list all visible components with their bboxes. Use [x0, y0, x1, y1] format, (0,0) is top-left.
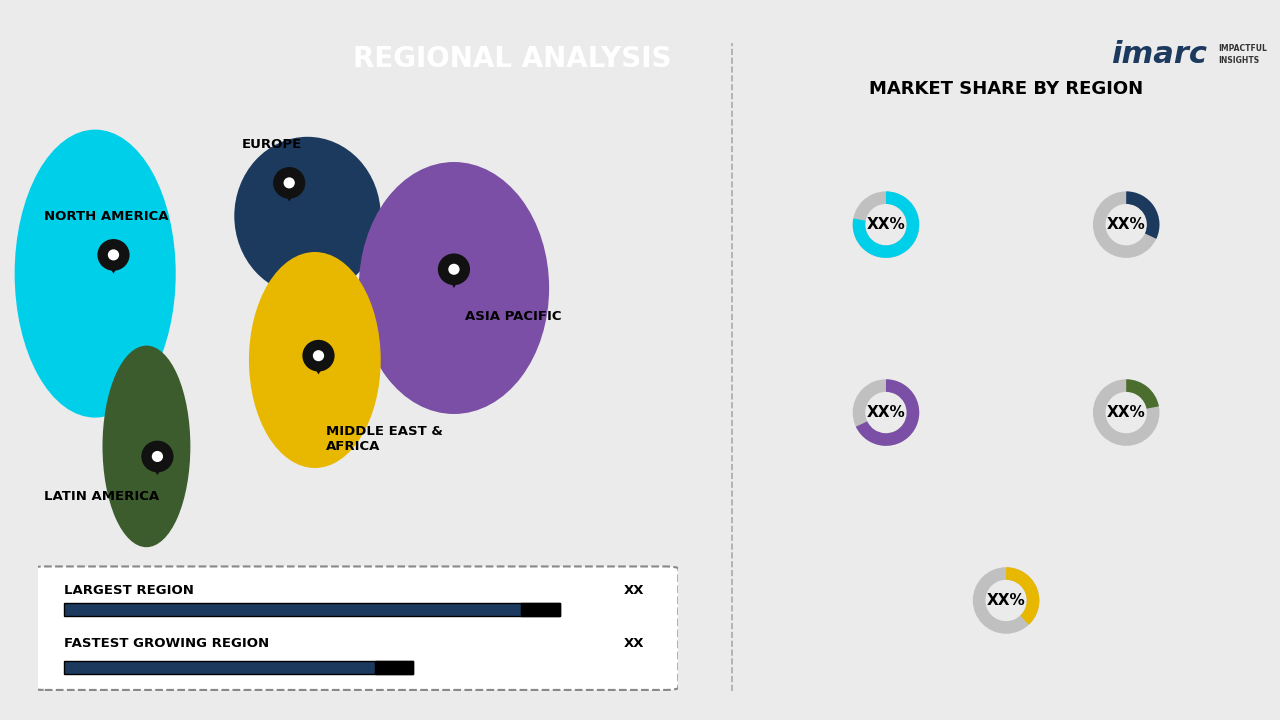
Wedge shape [852, 192, 919, 258]
FancyBboxPatch shape [64, 661, 413, 674]
Text: MIDDLE EAST &
AFRICA: MIDDLE EAST & AFRICA [326, 426, 443, 453]
Text: XX%: XX% [1107, 405, 1146, 420]
Circle shape [284, 177, 294, 189]
Circle shape [108, 249, 119, 261]
Polygon shape [102, 255, 124, 274]
Wedge shape [1093, 192, 1160, 258]
FancyBboxPatch shape [32, 567, 678, 690]
Circle shape [302, 340, 334, 372]
Circle shape [438, 253, 470, 285]
Text: NORTH AMERICA: NORTH AMERICA [44, 210, 169, 222]
FancyBboxPatch shape [375, 661, 413, 674]
FancyBboxPatch shape [521, 603, 559, 616]
Ellipse shape [14, 130, 175, 418]
Ellipse shape [358, 162, 549, 414]
Wedge shape [856, 379, 919, 446]
Circle shape [273, 167, 306, 199]
Text: FASTEST GROWING REGION: FASTEST GROWING REGION [64, 636, 269, 650]
Circle shape [448, 264, 460, 275]
Circle shape [97, 239, 129, 271]
Wedge shape [1126, 379, 1158, 409]
Circle shape [312, 350, 324, 361]
Text: LATIN AMERICA: LATIN AMERICA [44, 490, 159, 503]
Ellipse shape [102, 346, 191, 547]
Polygon shape [307, 356, 330, 374]
Polygon shape [278, 183, 301, 202]
Text: XX%: XX% [867, 217, 905, 232]
Polygon shape [443, 269, 465, 288]
Wedge shape [852, 379, 919, 446]
Text: IMPACTFUL
INSIGHTS: IMPACTFUL INSIGHTS [1219, 44, 1267, 65]
Text: MARKET SHARE BY REGION: MARKET SHARE BY REGION [869, 79, 1143, 97]
FancyBboxPatch shape [64, 603, 559, 616]
Wedge shape [1006, 567, 1039, 625]
Text: ASIA PACIFIC: ASIA PACIFIC [465, 310, 562, 323]
Text: EUROPE: EUROPE [242, 138, 302, 150]
Text: XX%: XX% [987, 593, 1025, 608]
Wedge shape [1126, 192, 1160, 239]
Text: XX: XX [623, 636, 644, 650]
Text: REGIONAL ANALYSIS: REGIONAL ANALYSIS [353, 45, 671, 73]
Text: imarc: imarc [1111, 40, 1207, 69]
Text: XX%: XX% [867, 405, 905, 420]
Wedge shape [852, 192, 919, 258]
Polygon shape [146, 456, 169, 475]
Text: LARGEST REGION: LARGEST REGION [64, 584, 193, 597]
Ellipse shape [248, 252, 380, 468]
Wedge shape [973, 567, 1039, 634]
Circle shape [152, 451, 163, 462]
Text: XX%: XX% [1107, 217, 1146, 232]
Ellipse shape [234, 137, 380, 295]
Text: XX: XX [623, 584, 644, 597]
Wedge shape [1093, 379, 1160, 446]
Circle shape [141, 441, 174, 472]
